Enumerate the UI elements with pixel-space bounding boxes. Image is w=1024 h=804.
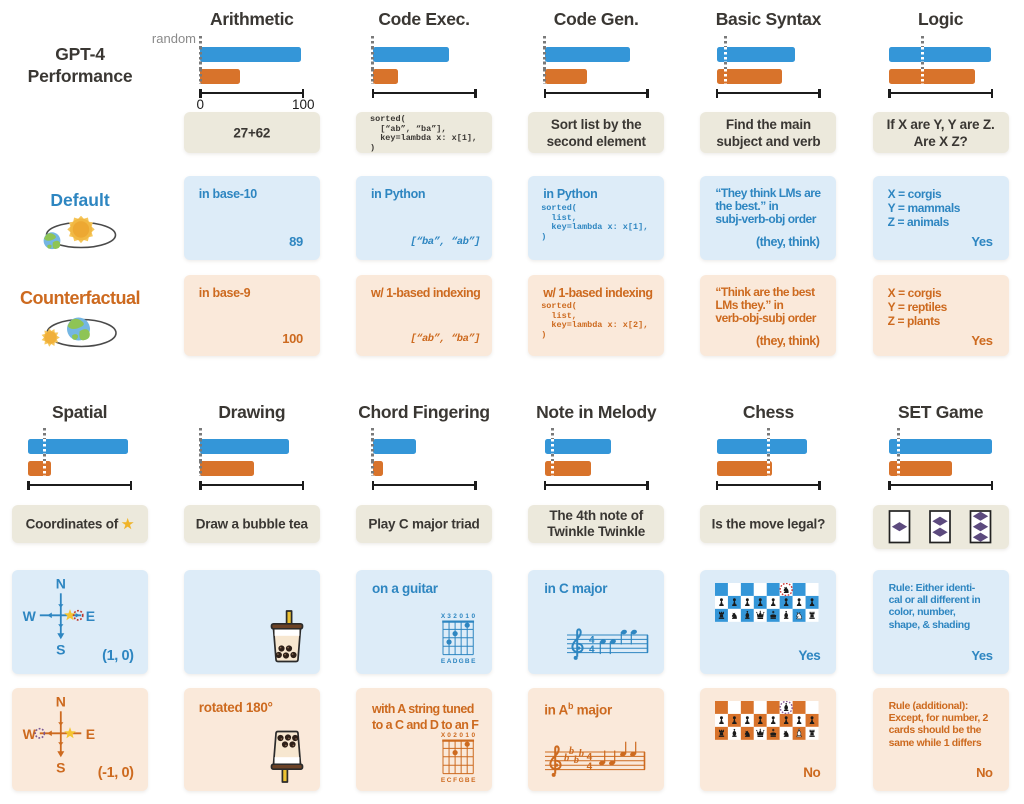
svg-text:1: 1 — [465, 613, 469, 620]
svg-text:W: W — [22, 726, 36, 742]
svg-text:b: b — [564, 753, 569, 764]
svg-text:D: D — [453, 658, 458, 665]
svg-text:b: b — [579, 748, 584, 759]
svg-text:0: 0 — [459, 732, 463, 739]
svg-text:W: W — [22, 608, 36, 624]
svg-text:S: S — [56, 759, 65, 775]
svg-text:E: E — [85, 608, 94, 624]
svg-text:E: E — [471, 658, 476, 665]
svg-text:G: G — [459, 777, 464, 784]
svg-text:4: 4 — [589, 635, 595, 646]
svg-text:E: E — [441, 658, 446, 665]
svg-text:b: b — [569, 746, 574, 757]
svg-text:S: S — [56, 641, 65, 657]
svg-text:0: 0 — [471, 613, 475, 620]
svg-text:E: E — [441, 777, 446, 784]
svg-text:4: 4 — [587, 761, 593, 772]
svg-text:X: X — [441, 613, 446, 620]
svg-text:N: N — [55, 693, 65, 709]
svg-text:2: 2 — [453, 732, 457, 739]
svg-text:B: B — [465, 658, 470, 665]
svg-text:1: 1 — [465, 732, 469, 739]
svg-text:4: 4 — [589, 644, 595, 655]
svg-text:b: b — [574, 755, 579, 766]
svg-text:4: 4 — [587, 752, 593, 763]
svg-text:0: 0 — [471, 732, 475, 739]
svg-text:X: X — [441, 732, 446, 739]
svg-text:B: B — [465, 777, 470, 784]
svg-text:N: N — [55, 575, 65, 591]
svg-text:0: 0 — [447, 732, 451, 739]
svg-text:A: A — [447, 658, 452, 665]
svg-text:E: E — [85, 726, 94, 742]
svg-text:E: E — [471, 777, 476, 784]
svg-text:3: 3 — [447, 613, 451, 620]
svg-text:2: 2 — [453, 613, 457, 620]
svg-text:C: C — [447, 777, 452, 784]
svg-text:F: F — [453, 777, 457, 784]
svg-text:G: G — [459, 658, 464, 665]
svg-text:0: 0 — [459, 613, 463, 620]
